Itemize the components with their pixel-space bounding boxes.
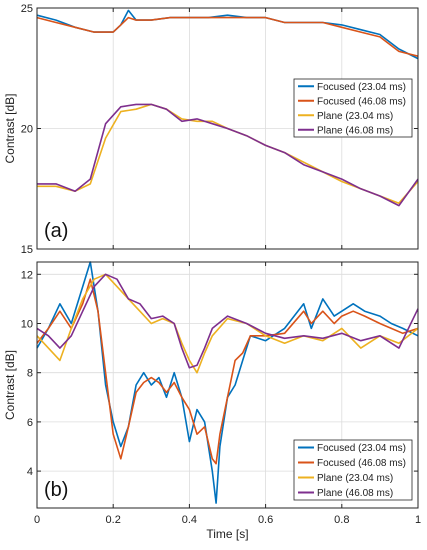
legend-label-4: Plane (46.08 ms) [317, 488, 393, 499]
series-line-4 [36, 273, 419, 369]
panel-label: (a) [44, 220, 68, 242]
chart-panel-a: 15 20 25 Contrast [dB] (a) Focused (23.04 ms)… [3, 3, 419, 256]
y-axis-label: Contrast [dB] [3, 350, 17, 420]
series-line-4 [37, 103, 419, 207]
x-axis-label: Time [s] [206, 527, 248, 541]
x-tick-label: 1 [415, 514, 421, 526]
legend-box [293, 439, 413, 501]
y-tick-label: 25 [21, 3, 33, 15]
series-line-2 [36, 16, 419, 57]
x-tick-label: 0.6 [258, 514, 273, 526]
axes-box [36, 261, 419, 509]
x-tick-label: 0 [34, 514, 40, 526]
y-tick-label: 4 [27, 466, 33, 478]
legend-label-4: Plane (46.08 ms) [317, 125, 393, 136]
series-line-1 [36, 261, 419, 504]
y-tick-label: 8 [27, 368, 33, 380]
legend-label-2: Focused (46.08 ms) [317, 458, 406, 469]
y-tick-label: 20 [21, 124, 33, 136]
y-tick-label: 15 [21, 244, 33, 256]
legend-label-3: Plane (23.04 ms) [317, 473, 393, 484]
y-tick-label: 12 [21, 269, 33, 281]
x-tick-label: 0.8 [334, 514, 349, 526]
legend-label-1: Focused (23.04 ms) [317, 443, 406, 454]
panel-label: (b) [44, 479, 68, 501]
legend-label-3: Plane (23.04 ms) [317, 111, 393, 122]
legend-label-1: Focused (23.04 ms) [317, 82, 406, 93]
legend: Focused (23.04 ms) Focused (46.08 ms) Plan… [293, 78, 413, 138]
legend: Focused (23.04 ms) Focused (46.08 ms) Plan… [293, 439, 413, 501]
legend-label-2: Focused (46.08 ms) [317, 96, 406, 107]
y-tick-label: 10 [21, 319, 33, 331]
series-line-2 [36, 278, 419, 465]
y-axis-label: Contrast [dB] [3, 93, 17, 163]
x-tick-label: 0.4 [182, 514, 197, 526]
chart-panel-b: 4 6 8 10 12 0 0.2 0.4 0.6 0.8 1 Contrast [dB] Time [… [3, 261, 421, 541]
y-tick-label: 6 [27, 417, 33, 429]
x-tick-label: 0.2 [106, 514, 121, 526]
legend-box [293, 78, 413, 138]
series-line-3 [37, 103, 419, 204]
